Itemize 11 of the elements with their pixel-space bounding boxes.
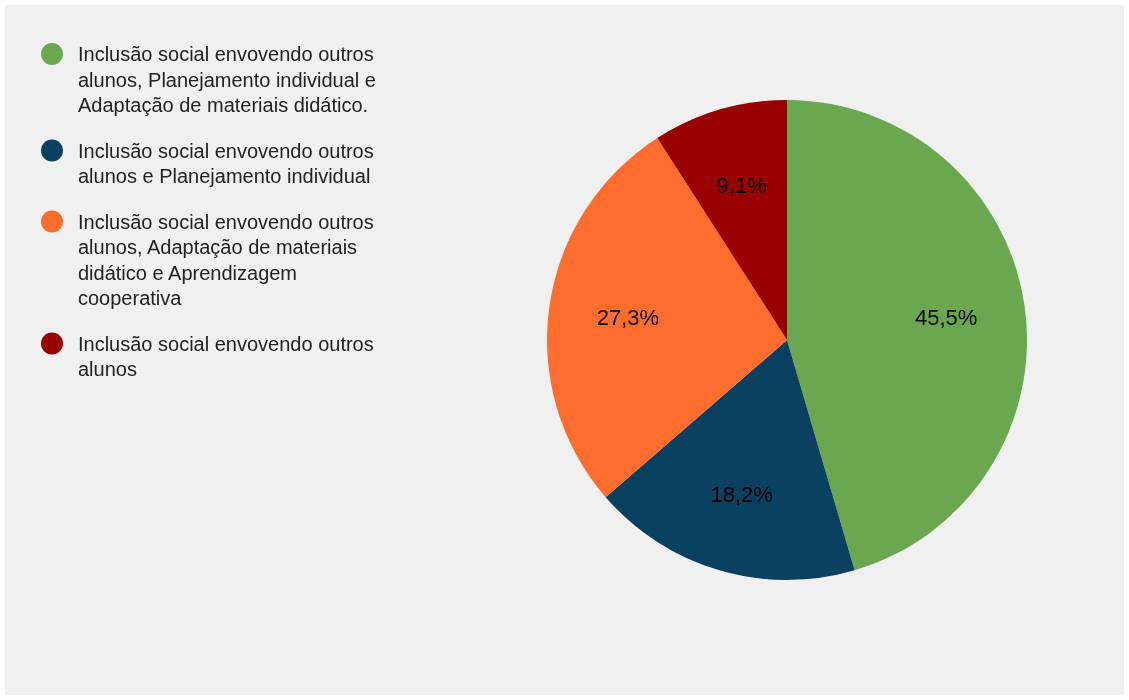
legend-label: Inclusão social envovendo outros alunos, Planejamento individual e Adaptação de materiais didático.: [78, 43, 376, 116]
data-label: 18,2%: [710, 481, 773, 507]
data-label: 27,3%: [596, 304, 660, 330]
pie-slice: [657, 100, 787, 340]
legend-label: Inclusão social envovendo outros alunos e Planejamento individual: [78, 139, 374, 187]
pie-slice: [605, 340, 855, 580]
data-label: 9,1%: [716, 173, 767, 199]
legend-label: Inclusão social envovendo outros alunos: [78, 332, 374, 380]
legend-label: Inclusão social envovendo outros alunos, Adaptação de materiais didático e Aprendizagem cooperativa: [78, 210, 374, 309]
pie-slice: [787, 100, 1027, 571]
data-label: 45,5%: [914, 304, 978, 330]
